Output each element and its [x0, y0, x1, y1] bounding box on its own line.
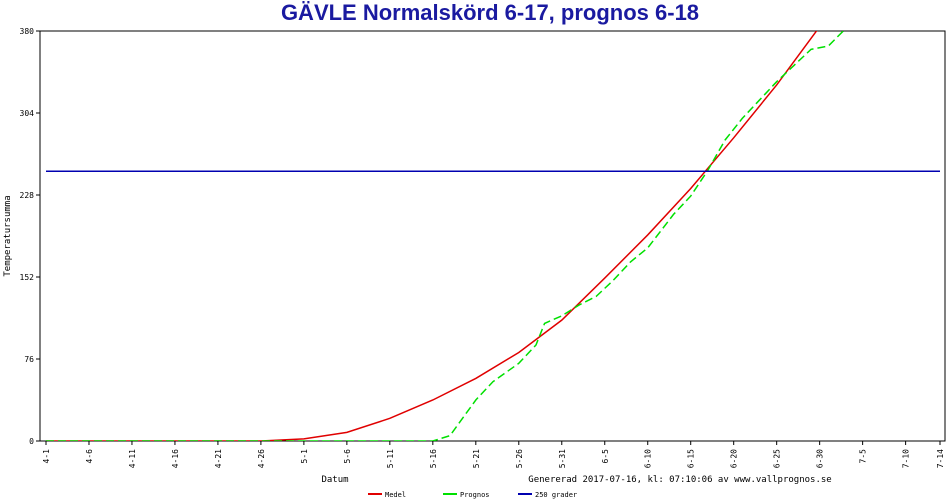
y-tick-label: 380	[20, 27, 35, 36]
chart-title: GÄVLE Normalskörd 6-17, prognos 6-18	[281, 0, 699, 25]
legend-label: 250 grader	[535, 491, 577, 499]
x-axis-label: Datum	[321, 475, 348, 485]
legend-label: Prognos	[460, 491, 490, 499]
y-tick-label: 304	[20, 109, 35, 118]
x-tick-label: 6-20	[730, 449, 739, 468]
x-tick-label: 4-6	[85, 449, 94, 464]
legend-label: Medel	[385, 491, 406, 499]
x-tick-label: 4-1	[42, 449, 51, 464]
plot-frame	[39, 30, 946, 442]
y-tick-label: 76	[24, 355, 34, 364]
x-tick-label: 5-16	[429, 449, 438, 468]
x-tick-label: 7-5	[859, 449, 868, 464]
x-tick-label: 6-25	[773, 449, 782, 468]
x-tick-label: 7-10	[902, 449, 911, 468]
x-tick-label: 6-5	[601, 449, 610, 464]
x-tick-label: 4-16	[171, 449, 180, 468]
x-tick-label: 5-6	[343, 449, 352, 464]
x-tick-label: 6-10	[644, 449, 653, 468]
x-tick-label: 5-26	[515, 449, 524, 468]
y-tick-label: 0	[29, 437, 34, 446]
plot-area	[46, 31, 940, 441]
line-series	[46, 31, 845, 441]
footer: Genererad 2017-07-16, kl: 07:10:06 av ww…	[528, 475, 831, 485]
x-tick-label: 6-15	[687, 449, 696, 468]
x-tick-label: 5-31	[558, 449, 567, 468]
line-series	[46, 31, 818, 441]
x-tick-label: 5-11	[386, 449, 395, 468]
x-tick-label: 6-30	[816, 449, 825, 468]
x-tick-label: 5-21	[472, 449, 481, 468]
x-tick-label: 7-14	[936, 449, 945, 468]
x-tick-label: 4-26	[257, 449, 266, 468]
x-tick-label: 4-21	[214, 449, 223, 468]
x-tick-label: 5-1	[300, 449, 309, 464]
y-axis-label: Temperatursumma	[3, 195, 13, 276]
y-tick-label: 152	[20, 273, 35, 282]
y-tick-label: 228	[20, 191, 35, 200]
legend: Medel Prognos 250 grader	[368, 491, 577, 499]
x-tick-label: 4-11	[128, 449, 137, 468]
